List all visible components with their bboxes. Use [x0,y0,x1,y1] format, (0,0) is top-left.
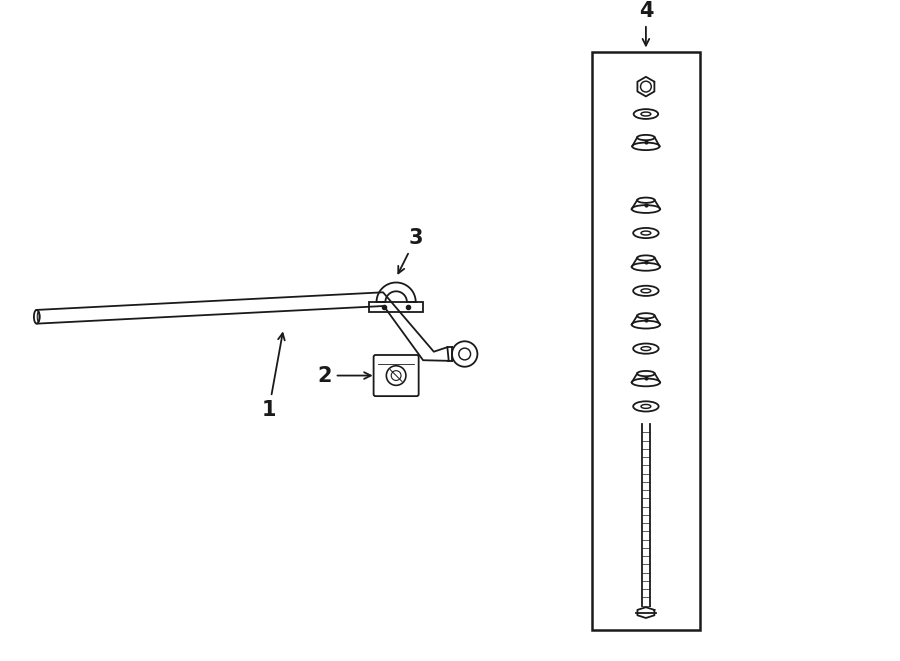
Text: 2: 2 [318,366,371,385]
Text: 1: 1 [262,333,284,420]
Text: 4: 4 [639,1,653,46]
Text: 3: 3 [399,229,423,273]
Bar [592,52,700,630]
Bar [369,302,423,312]
